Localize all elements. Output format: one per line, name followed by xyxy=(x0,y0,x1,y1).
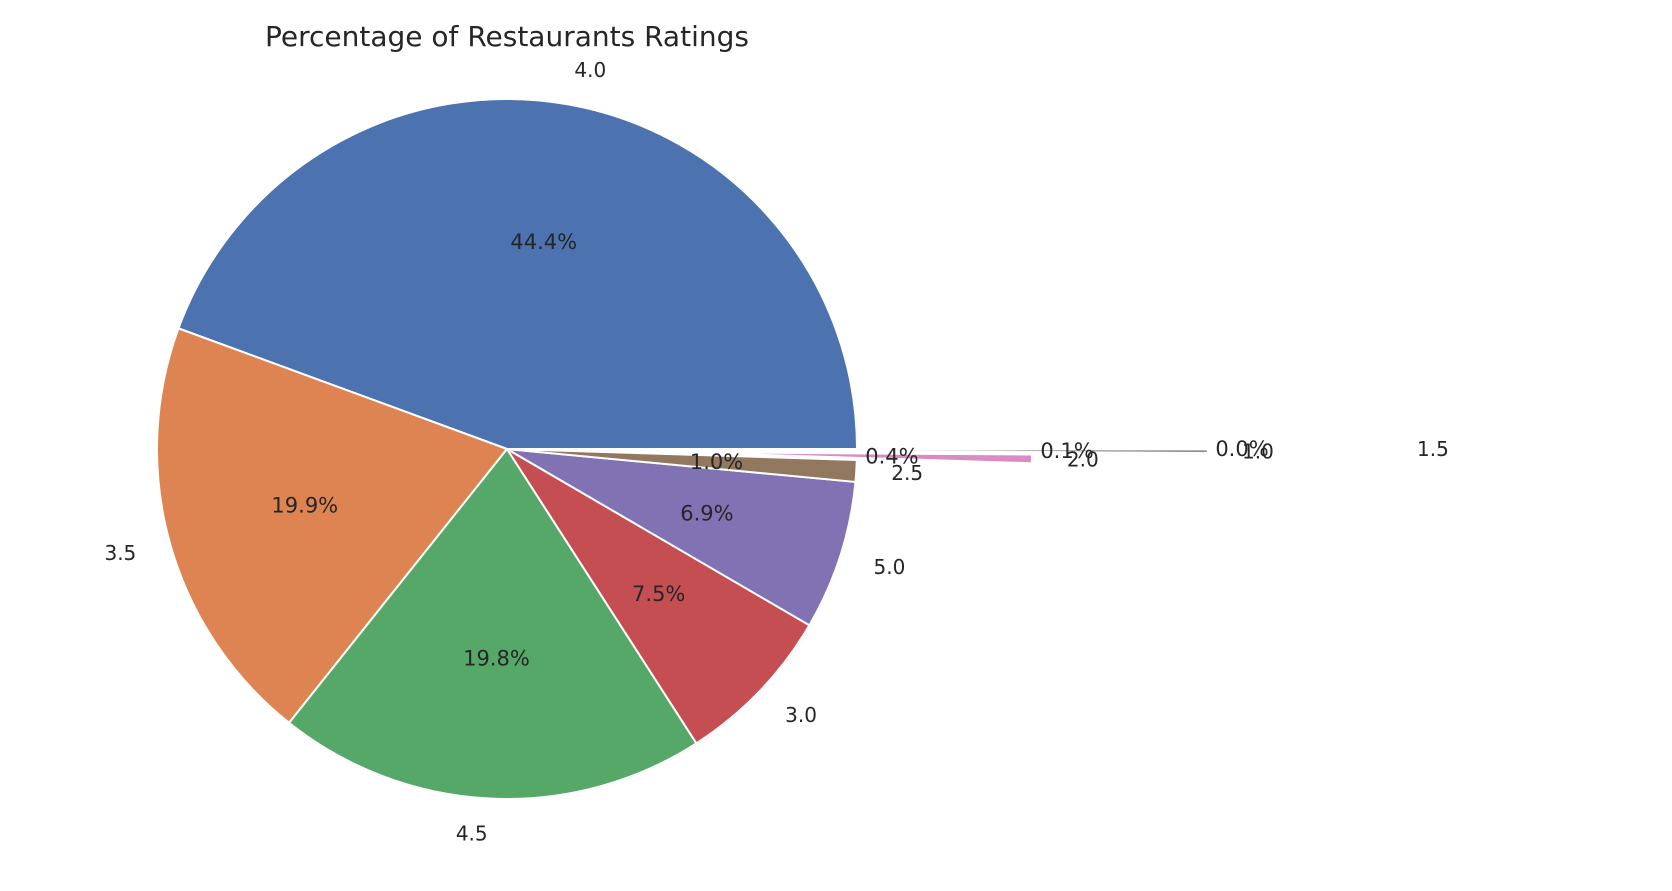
percent-label-4-5: 19.8% xyxy=(463,647,530,671)
slice-label-2-5: 2.5 xyxy=(891,461,923,485)
slice-label-3-0: 3.0 xyxy=(785,703,817,727)
pie-slice-2-5 xyxy=(506,448,858,483)
slice-label-4-5: 4.5 xyxy=(456,822,488,846)
slice-label-2-0: 2.0 xyxy=(1067,448,1099,472)
slice-label-5-0: 5.0 xyxy=(874,555,906,579)
slice-label-4-0: 4.0 xyxy=(574,58,606,82)
slice-label-1-5: 1.5 xyxy=(1417,437,1449,461)
percent-label-3-0: 7.5% xyxy=(632,582,685,606)
percent-label-2-0: 0.4% xyxy=(865,444,918,468)
chart-title: Percentage of Restaurants Ratings xyxy=(265,20,749,53)
pie-slice-3-5 xyxy=(156,327,508,724)
pie-slice-5-0 xyxy=(506,448,857,627)
percent-label-4-0: 44.4% xyxy=(510,230,577,254)
percent-label-2-5: 1.0% xyxy=(690,450,743,474)
slice-label-1-0: 1.0 xyxy=(1242,439,1274,463)
slice-label-3-5: 3.5 xyxy=(104,541,136,565)
percent-label-1-5: 0.0% xyxy=(1215,437,1268,461)
percent-label-5-0: 6.9% xyxy=(680,501,733,525)
pie-slice-2-0 xyxy=(680,451,1033,465)
percent-label-1-0: 0.1% xyxy=(1040,439,1093,463)
pie-slice-4-0 xyxy=(177,98,858,450)
pie-slice-3-0 xyxy=(506,448,811,745)
percent-label-3-5: 19.9% xyxy=(271,494,338,518)
pie-slice-1-0 xyxy=(856,449,1208,453)
pie-slice-4-5 xyxy=(288,448,698,800)
